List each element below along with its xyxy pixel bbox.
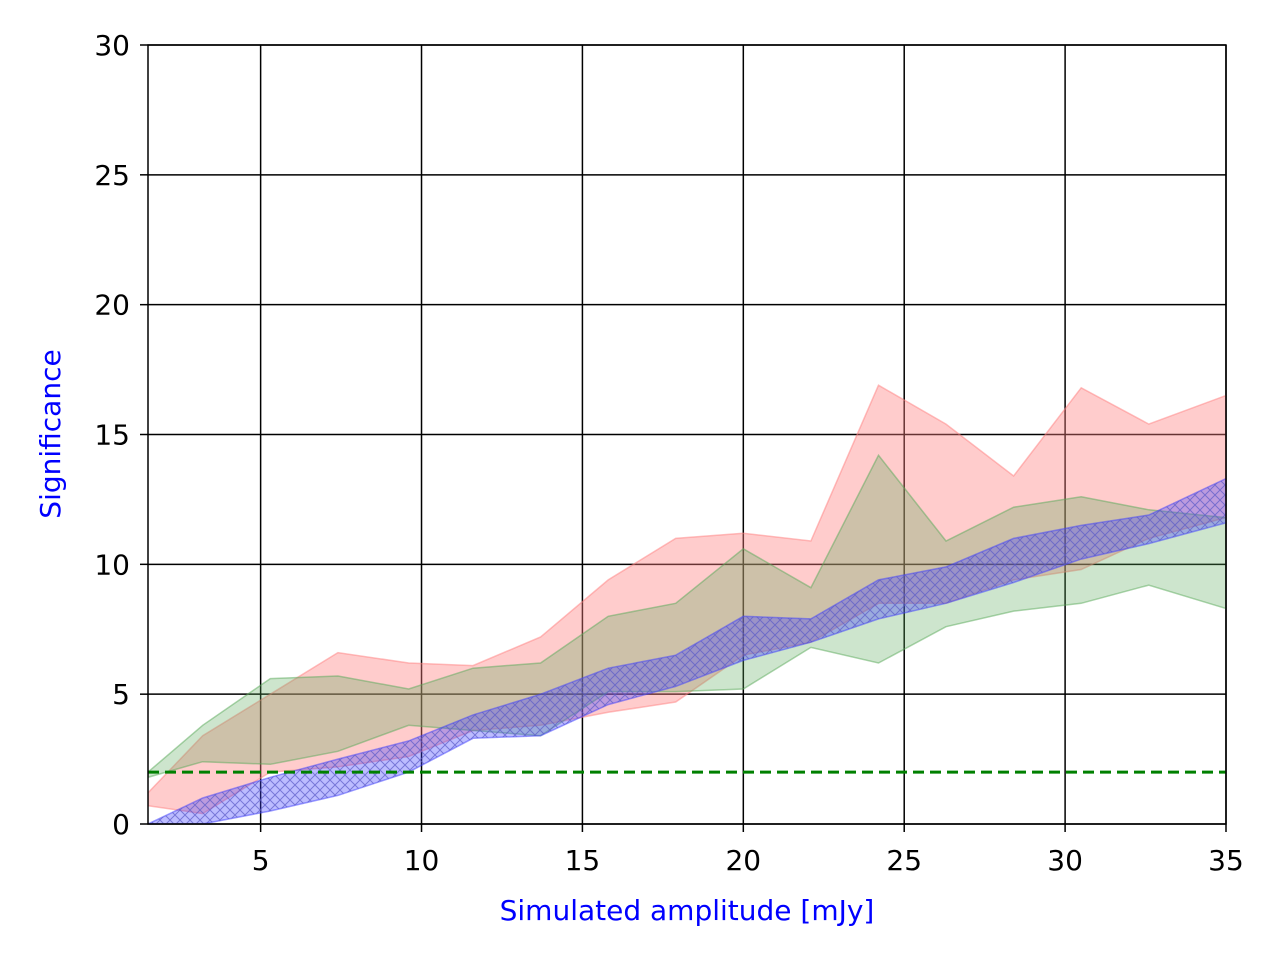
y-tick-label: 15 bbox=[94, 419, 130, 452]
y-tick-label: 10 bbox=[94, 548, 130, 581]
y-tick-label: 0 bbox=[112, 808, 130, 841]
x-tick-label: 20 bbox=[725, 844, 761, 877]
x-tick-label: 5 bbox=[252, 844, 270, 877]
x-axis-label: Simulated amplitude [mJy] bbox=[500, 894, 875, 927]
y-tick-label: 5 bbox=[112, 678, 130, 711]
y-tick-label: 20 bbox=[94, 289, 130, 322]
band-green bbox=[148, 453, 1226, 779]
x-tick-label: 35 bbox=[1208, 844, 1244, 877]
x-tick-label: 25 bbox=[886, 844, 922, 877]
x-tick-label: 15 bbox=[565, 844, 601, 877]
y-tick-label: 25 bbox=[94, 159, 130, 192]
x-tick-label: 30 bbox=[1047, 844, 1083, 877]
y-tick-label: 30 bbox=[94, 29, 130, 62]
x-tick-label: 10 bbox=[404, 844, 440, 877]
band-blue-hatch bbox=[148, 478, 1226, 824]
ticks: 5 10 15 20 25 30 35 0 5 10 15 20 25 30 bbox=[94, 29, 1243, 877]
y-axis-label: Significance bbox=[34, 349, 67, 518]
bands bbox=[148, 384, 1226, 824]
